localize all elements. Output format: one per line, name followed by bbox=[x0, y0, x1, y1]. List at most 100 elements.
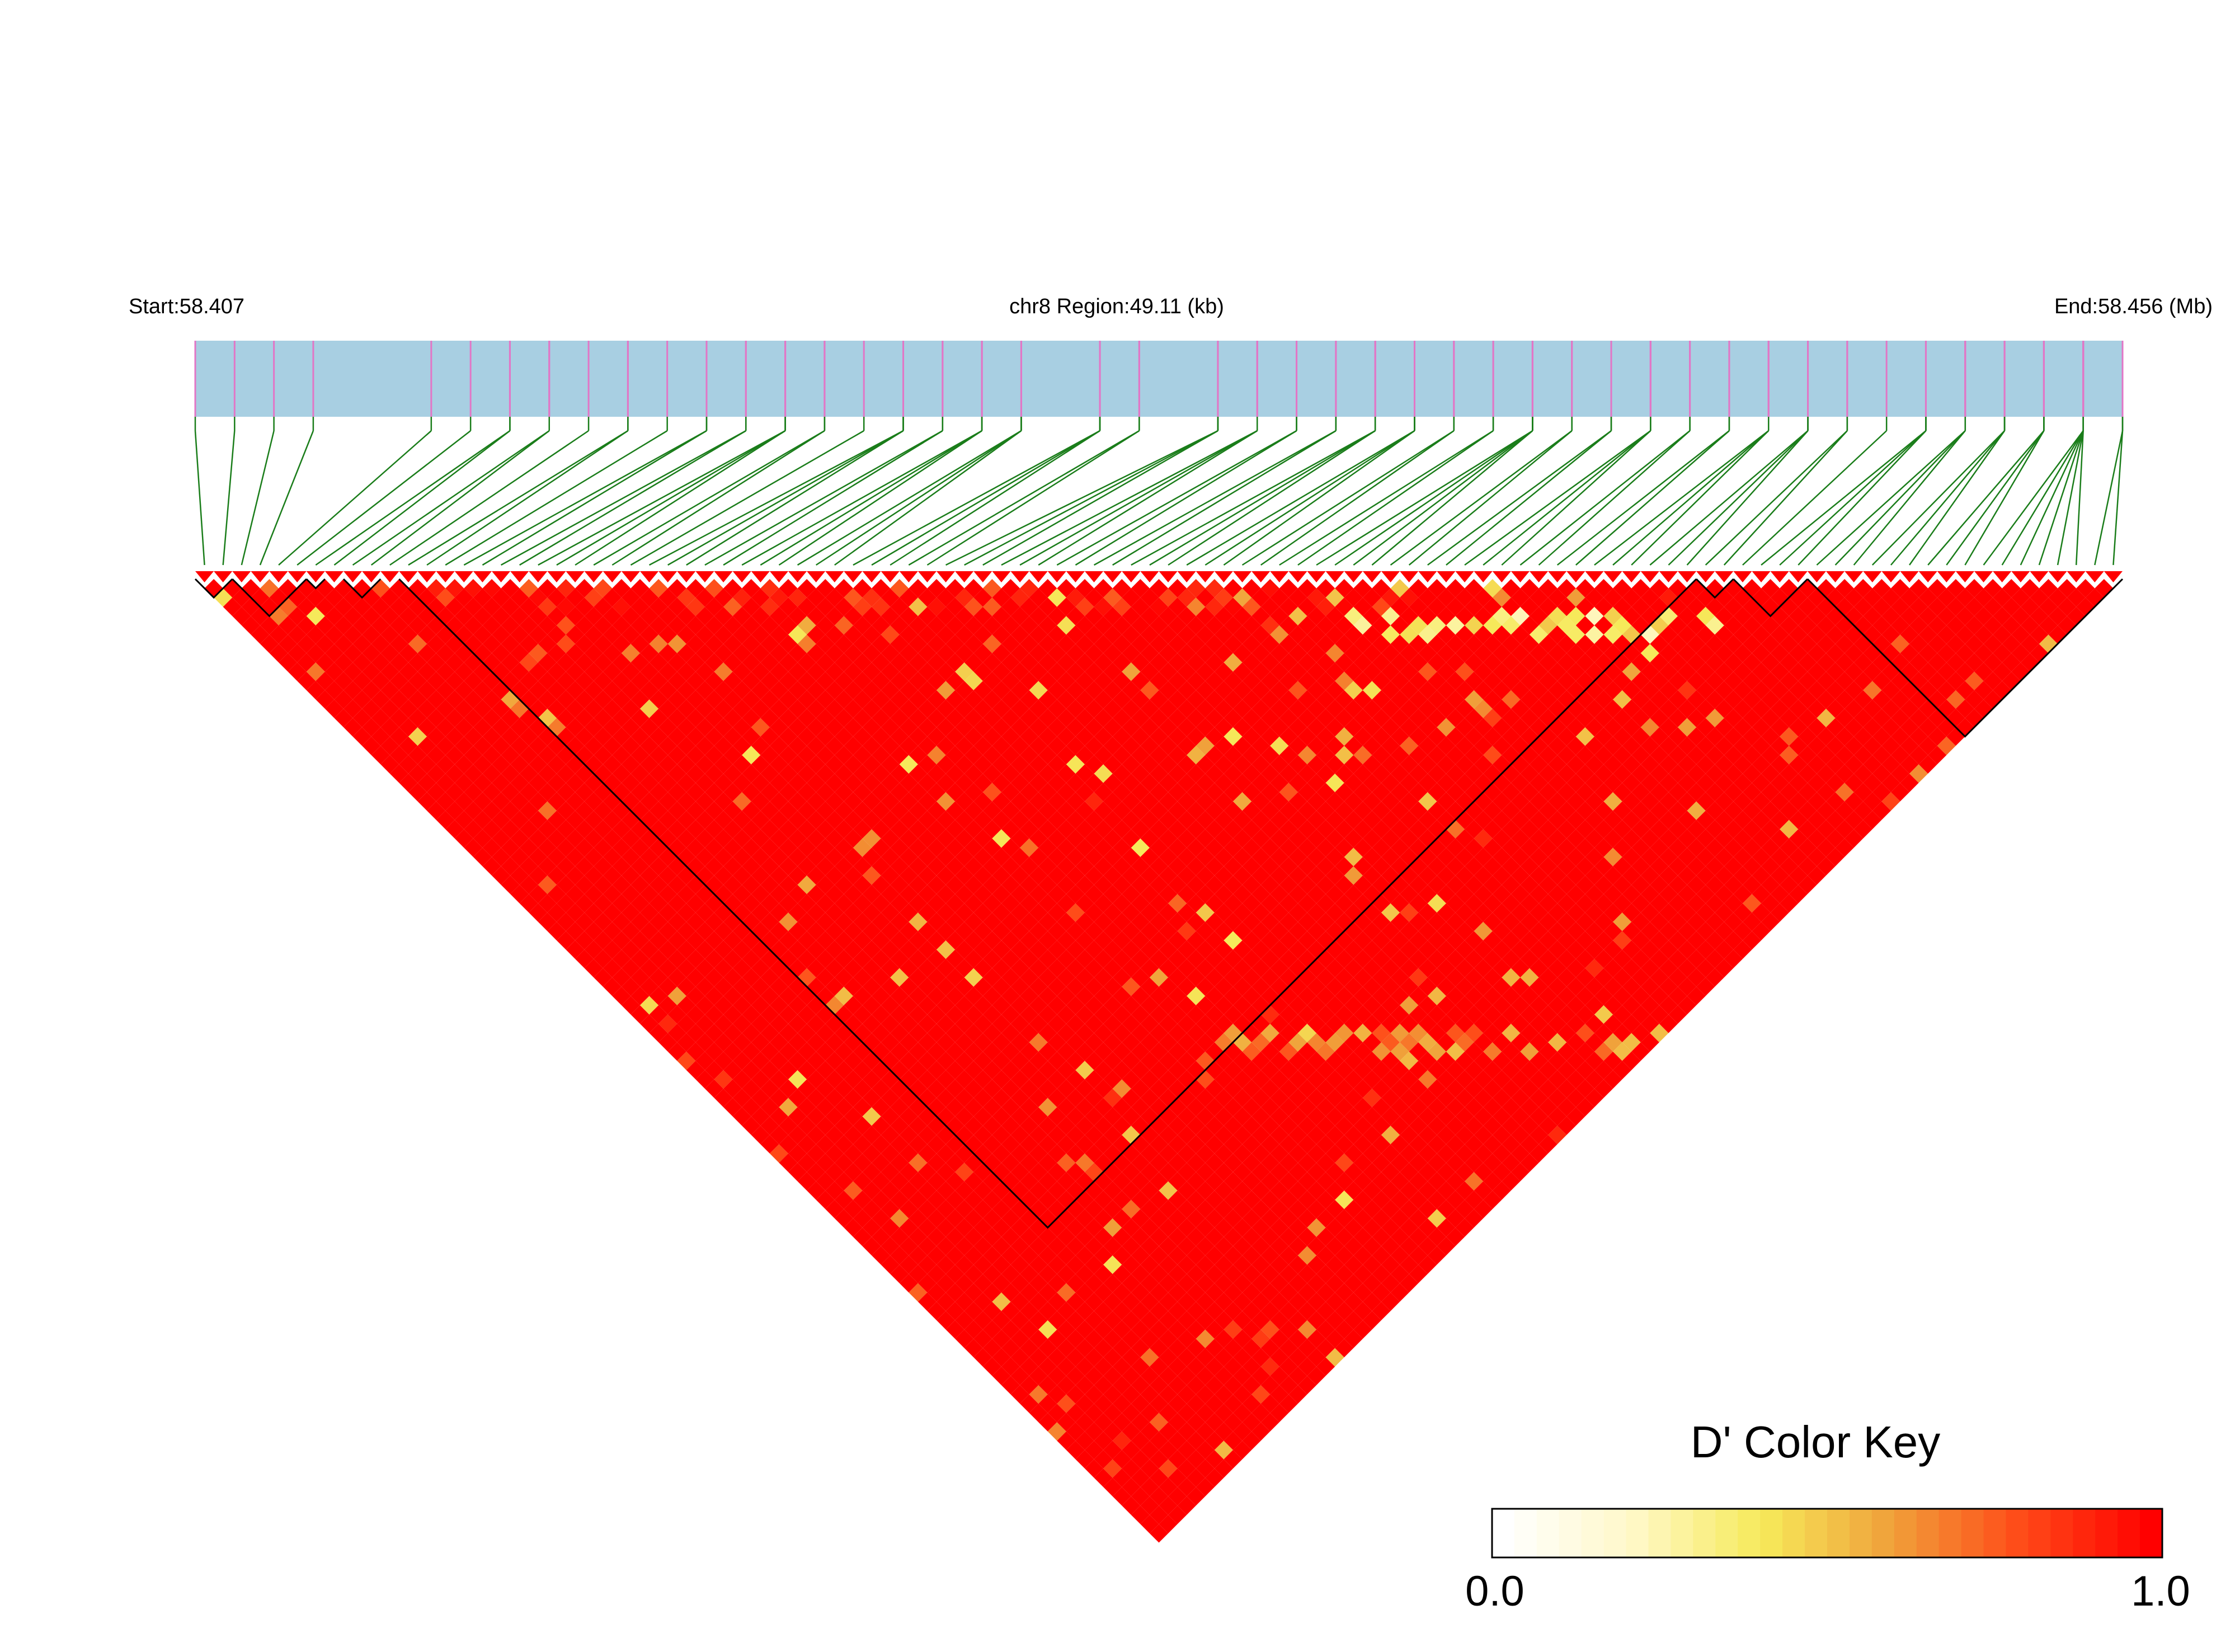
snp-connector bbox=[1223, 430, 1415, 566]
snp-connector bbox=[853, 430, 1100, 566]
region-start-label: Start:58.407 bbox=[129, 295, 244, 318]
snp-connector bbox=[1890, 430, 2006, 566]
snp-connector bbox=[445, 430, 668, 566]
snp-connector bbox=[2057, 430, 2084, 566]
snp-connector bbox=[686, 430, 904, 566]
snp-connector bbox=[1871, 430, 2005, 566]
snp-connector bbox=[797, 430, 1022, 566]
snp-connector bbox=[1705, 430, 1848, 566]
snp-connector bbox=[1204, 430, 1415, 566]
snp-connector bbox=[760, 430, 982, 566]
snp-connector bbox=[482, 430, 707, 566]
snp-connector bbox=[1538, 430, 1691, 566]
snp-connector bbox=[297, 430, 471, 566]
snp-connector bbox=[1834, 430, 1966, 566]
snp-connector bbox=[1131, 430, 1376, 566]
snp-connector bbox=[1575, 430, 1730, 566]
snp-connector bbox=[463, 430, 707, 566]
snp-connector bbox=[871, 430, 1100, 566]
snp-connector bbox=[1260, 430, 1455, 566]
region-end-label: End:58.456 (Mb) bbox=[2054, 295, 2213, 318]
snp-connector bbox=[1668, 430, 1809, 566]
snp-connector bbox=[1149, 430, 1376, 566]
snp-connector bbox=[778, 430, 982, 566]
snp-connector bbox=[1556, 430, 1730, 566]
snp-connector bbox=[1279, 430, 1494, 566]
snp-position-track bbox=[195, 341, 2123, 417]
snp-connector bbox=[1519, 430, 1691, 566]
snp-connector bbox=[1946, 430, 2045, 566]
snp-connector bbox=[1594, 430, 1770, 566]
snp-connector bbox=[1427, 430, 1612, 566]
snp-connector bbox=[2001, 430, 2084, 566]
snp-connector bbox=[723, 430, 943, 566]
snp-connector bbox=[1334, 430, 1533, 566]
snp-connector bbox=[241, 430, 275, 566]
snp-connector bbox=[194, 430, 205, 566]
snp-connector bbox=[389, 430, 589, 566]
snp-connector bbox=[1038, 430, 1258, 566]
snp-connector bbox=[575, 430, 786, 566]
snp-connector bbox=[1909, 430, 2006, 566]
snp-connector bbox=[1612, 430, 1770, 566]
snp-connector bbox=[2075, 430, 2084, 566]
snp-connector bbox=[1056, 430, 1297, 566]
snp-connector-group bbox=[194, 417, 2124, 566]
snp-connector bbox=[611, 430, 825, 566]
snp-connector bbox=[408, 430, 629, 566]
snp-connector bbox=[519, 430, 746, 566]
snp-connector bbox=[1019, 430, 1258, 566]
snp-connector bbox=[259, 430, 314, 566]
snp-connector bbox=[278, 430, 432, 566]
snp-connector bbox=[1798, 430, 1927, 566]
snp-connector bbox=[1927, 430, 2045, 566]
snp-connector bbox=[945, 430, 1218, 566]
snp-connector bbox=[370, 430, 550, 566]
snp-connector bbox=[1168, 430, 1376, 566]
snp-connector bbox=[352, 430, 550, 566]
snp-connector bbox=[667, 430, 904, 566]
snp-connector bbox=[1001, 430, 1258, 566]
snp-connector bbox=[1853, 430, 1966, 566]
snp-connector bbox=[1297, 430, 1494, 566]
snp-connector bbox=[908, 430, 1140, 566]
snp-connector bbox=[1964, 430, 2045, 566]
snp-connector bbox=[704, 430, 943, 566]
snp-connector bbox=[741, 430, 982, 566]
snp-connector bbox=[315, 430, 511, 566]
snp-connector bbox=[333, 430, 511, 566]
snp-connector bbox=[964, 430, 1218, 566]
region-title: chr8 Region:49.11 (kb) bbox=[1009, 295, 1224, 318]
snp-connector bbox=[2038, 430, 2084, 566]
snp-connector bbox=[426, 430, 629, 566]
snp-connector bbox=[1761, 430, 1927, 566]
snp-connector bbox=[648, 430, 904, 566]
snp-tick-group bbox=[194, 341, 2124, 417]
snp-connector bbox=[1686, 430, 1809, 566]
snp-connector bbox=[1075, 430, 1297, 566]
snp-connector bbox=[630, 430, 864, 566]
snp-connector bbox=[1483, 430, 1651, 566]
snp-connector bbox=[834, 430, 1022, 566]
snp-connector bbox=[500, 430, 746, 566]
snp-connector bbox=[1649, 430, 1809, 566]
snp-connector bbox=[2094, 430, 2124, 566]
snp-connector bbox=[1464, 430, 1651, 566]
snp-connector bbox=[1501, 430, 1651, 566]
snp-connector bbox=[890, 430, 1100, 566]
snp-connector bbox=[926, 430, 1140, 566]
snp-connector bbox=[1408, 430, 1573, 566]
snp-connector bbox=[1631, 430, 1770, 566]
snp-connector bbox=[1446, 430, 1612, 566]
snp-connector bbox=[1316, 430, 1533, 566]
snp-connector bbox=[1112, 430, 1337, 566]
snp-connector bbox=[538, 430, 786, 566]
snp-connector bbox=[1241, 430, 1455, 566]
snp-connector bbox=[1353, 430, 1533, 566]
snp-connector bbox=[816, 430, 1022, 566]
snp-connector bbox=[982, 430, 1218, 566]
snp-connector bbox=[222, 430, 236, 566]
snp-connector bbox=[1093, 430, 1337, 566]
ld-heatmap bbox=[204, 579, 2114, 1543]
